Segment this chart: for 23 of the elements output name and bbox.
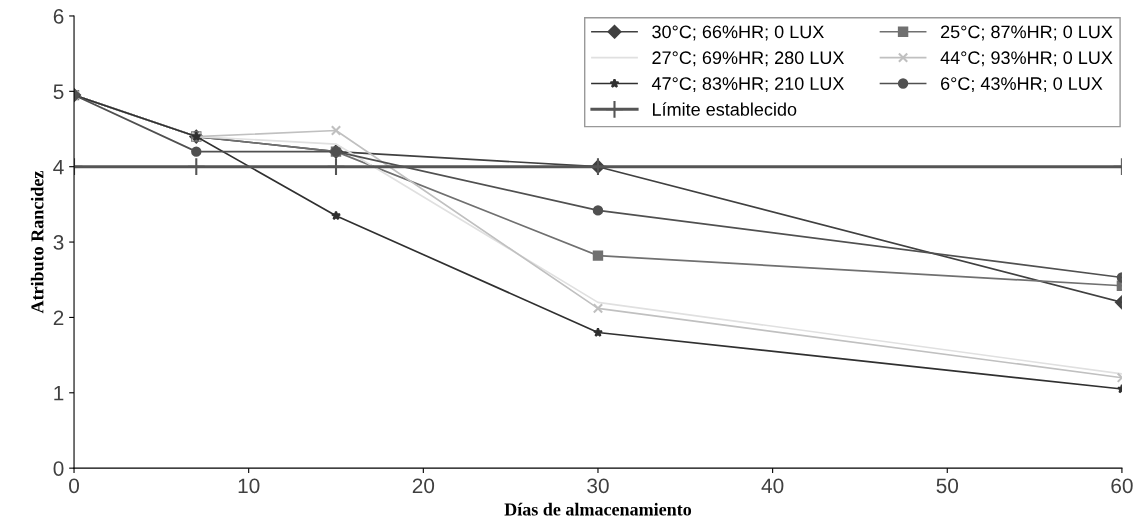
legend-label: 6°C; 43%HR; 0 LUX (941, 77, 1103, 93)
legend-label: 47°C; 83%HR; 210 LUX (651, 77, 845, 93)
legend-label: 27°C; 69%HR; 280 LUX (652, 51, 845, 67)
x-tick-label: 10 (238, 478, 260, 494)
y-tick-label: 1 (54, 386, 64, 401)
legend-label: 25°C; 87%HR; 0 LUX (941, 25, 1113, 41)
y-tick-label: 5 (53, 84, 64, 100)
x-tick-label: 60 (1111, 478, 1133, 494)
y-axis-title: Atributo Rancidez (30, 170, 44, 314)
x-tick-label: 30 (587, 478, 609, 494)
x-tick-label: 40 (761, 478, 784, 494)
x-tick-label: 0 (69, 478, 80, 494)
y-tick-label: 0 (53, 461, 64, 476)
x-axis-title: Días de almacenamiento (504, 502, 692, 516)
y-tick-label: 2 (53, 310, 64, 325)
y-tick-label: 3 (53, 235, 64, 250)
y-tick-label: 4 (53, 159, 64, 175)
x-tick-label: 50 (936, 478, 959, 494)
legend-label: 30°C; 66%HR; 0 LUX (652, 25, 824, 41)
legend-label: Límite establecido (652, 102, 797, 116)
x-tick-label: 20 (412, 478, 435, 494)
y-tick-label: 6 (53, 8, 64, 24)
legend-label: 44°C; 93%HR; 0 LUX (940, 51, 1113, 67)
